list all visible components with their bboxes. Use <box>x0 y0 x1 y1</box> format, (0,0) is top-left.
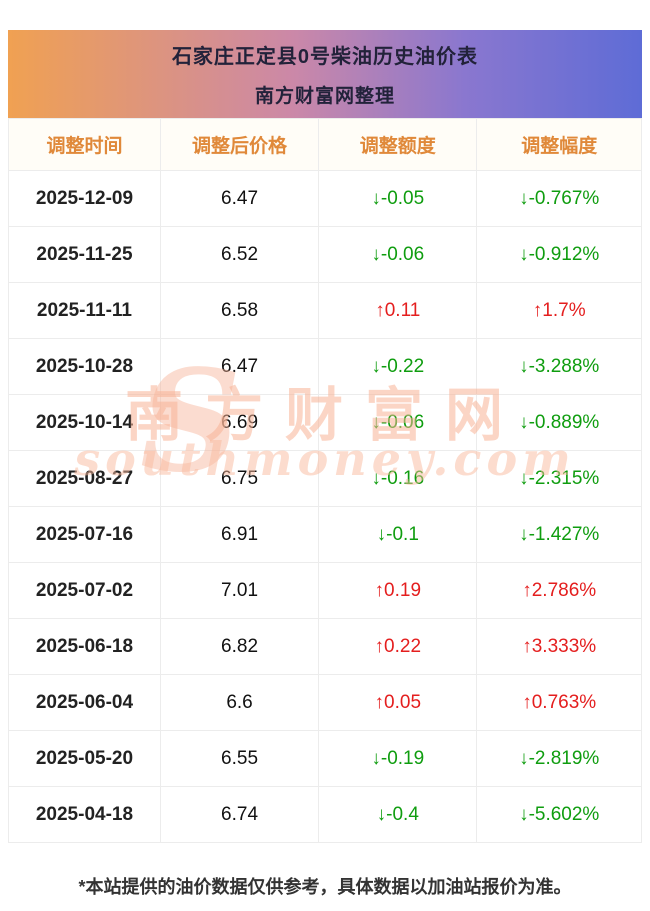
cell-change: ↓-0.16 <box>318 450 478 507</box>
price-table-body: 2025-12-09 6.47 ↓-0.05 ↓-0.767% 2025-11-25 6.… <box>8 170 642 843</box>
cell-percent: ↓-0.889% <box>476 394 642 451</box>
column-header-change: 调整额度 <box>318 118 478 171</box>
column-header-price: 调整后价格 <box>159 118 320 171</box>
cell-price: 6.74 <box>159 786 320 843</box>
cell-date: 2025-06-18 <box>8 618 161 675</box>
cell-change: ↓-0.05 <box>318 170 478 227</box>
cell-change: ↓-0.22 <box>318 338 478 395</box>
table-row: 2025-10-28 6.47 ↓-0.22 ↓-3.288% <box>8 338 642 395</box>
cell-change: ↓-0.1 <box>318 506 478 563</box>
cell-date: 2025-10-14 <box>8 394 161 451</box>
cell-percent: ↓-2.819% <box>476 730 642 787</box>
footer-disclaimer: *本站提供的油价数据仅供参考，具体数据以加油站报价为准。 <box>78 877 572 897</box>
cell-date: 2025-11-25 <box>8 226 161 283</box>
cell-date: 2025-05-20 <box>8 730 161 787</box>
cell-price: 6.55 <box>159 730 320 787</box>
cell-price: 6.58 <box>159 282 320 339</box>
cell-price: 6.75 <box>159 450 320 507</box>
cell-percent: ↓-2.315% <box>476 450 642 507</box>
table-row: 2025-06-18 6.82 ↑0.22 ↑3.333% <box>8 618 642 675</box>
cell-price: 6.82 <box>159 618 320 675</box>
price-table: 调整时间 调整后价格 调整额度 调整幅度 2025-12-09 6.47 ↓-0.0… <box>8 118 642 843</box>
cell-change: ↑0.11 <box>318 282 478 339</box>
cell-percent: ↓-0.767% <box>476 170 642 227</box>
cell-percent: ↑0.763% <box>476 674 642 731</box>
cell-price: 6.47 <box>159 338 320 395</box>
table-row: 2025-05-20 6.55 ↓-0.19 ↓-2.819% <box>8 730 642 787</box>
cell-date: 2025-07-16 <box>8 506 161 563</box>
page-title: 石家庄正定县0号柴油历史油价表 <box>171 46 479 68</box>
cell-percent: ↑2.786% <box>476 562 642 619</box>
cell-percent: ↑3.333% <box>476 618 642 675</box>
cell-price: 6.52 <box>159 226 320 283</box>
table-row: 2025-08-27 6.75 ↓-0.16 ↓-2.315% <box>8 450 642 507</box>
table-row: 2025-10-14 6.69 ↓-0.06 ↓-0.889% <box>8 394 642 451</box>
page: 石家庄正定县0号柴油历史油价表 南方财富网整理 调整时间 调整后价格 调整额度 … <box>8 30 642 843</box>
cell-date: 2025-06-04 <box>8 674 161 731</box>
cell-price: 6.47 <box>159 170 320 227</box>
header-row: 调整时间 调整后价格 调整额度 调整幅度 <box>8 118 642 171</box>
cell-price: 7.01 <box>159 562 320 619</box>
cell-change: ↑0.19 <box>318 562 478 619</box>
cell-price: 6.69 <box>159 394 320 451</box>
cell-percent: ↓-1.427% <box>476 506 642 563</box>
cell-date: 2025-12-09 <box>8 170 161 227</box>
cell-date: 2025-10-28 <box>8 338 161 395</box>
cell-change: ↓-0.06 <box>318 226 478 283</box>
cell-percent: ↓-0.912% <box>476 226 642 283</box>
cell-percent: ↑1.7% <box>476 282 642 339</box>
table-row: 2025-07-16 6.91 ↓-0.1 ↓-1.427% <box>8 506 642 563</box>
cell-change: ↓-0.4 <box>318 786 478 843</box>
cell-date: 2025-08-27 <box>8 450 161 507</box>
cell-price: 6.6 <box>159 674 320 731</box>
cell-price: 6.91 <box>159 506 320 563</box>
table-row: 2025-11-25 6.52 ↓-0.06 ↓-0.912% <box>8 226 642 283</box>
cell-date: 2025-07-02 <box>8 562 161 619</box>
cell-percent: ↓-3.288% <box>476 338 642 395</box>
table-row: 2025-06-04 6.6 ↑0.05 ↑0.763% <box>8 674 642 731</box>
cell-date: 2025-04-18 <box>8 786 161 843</box>
cell-change: ↓-0.19 <box>318 730 478 787</box>
price-table-header: 调整时间 调整后价格 调整额度 调整幅度 <box>8 118 642 171</box>
cell-change: ↑0.05 <box>318 674 478 731</box>
cell-change: ↓-0.06 <box>318 394 478 451</box>
page-subtitle: 南方财富网整理 <box>254 86 395 107</box>
title-banner: 石家庄正定县0号柴油历史油价表 南方财富网整理 <box>8 30 642 118</box>
table-row: 2025-04-18 6.74 ↓-0.4 ↓-5.602% <box>8 786 642 843</box>
cell-date: 2025-11-11 <box>8 282 161 339</box>
table-row: 2025-11-11 6.58 ↑0.11 ↑1.7% <box>8 282 642 339</box>
column-header-percent: 调整幅度 <box>476 118 642 171</box>
table-row: 2025-07-02 7.01 ↑0.19 ↑2.786% <box>8 562 642 619</box>
cell-percent: ↓-5.602% <box>476 786 642 843</box>
table-row: 2025-12-09 6.47 ↓-0.05 ↓-0.767% <box>8 170 642 227</box>
cell-change: ↑0.22 <box>318 618 478 675</box>
column-header-date: 调整时间 <box>8 118 161 171</box>
